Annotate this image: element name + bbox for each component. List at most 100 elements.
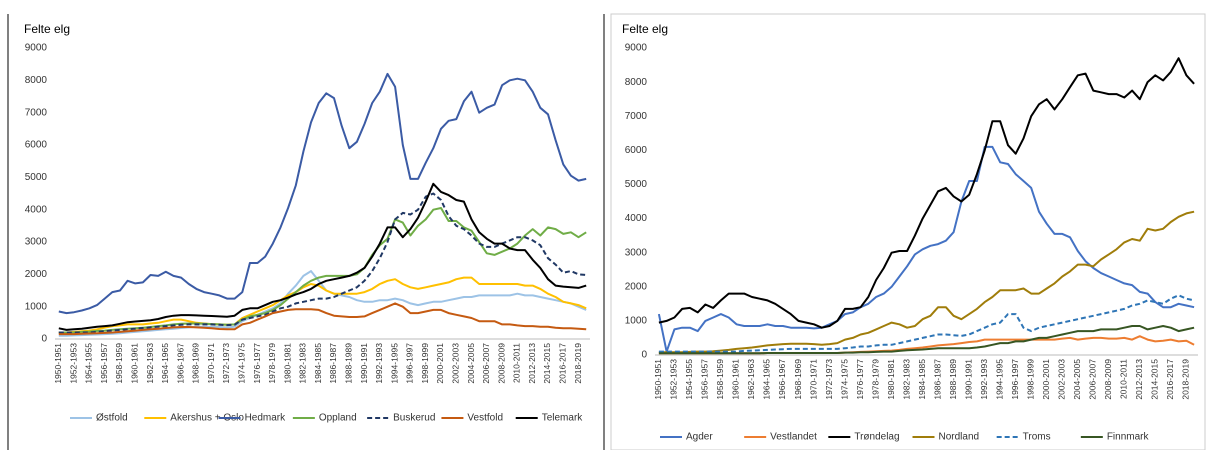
chart-title: Felte elg: [24, 22, 70, 36]
x-tick-label: 1974-1975: [237, 343, 247, 384]
series-line: [58, 302, 587, 336]
x-tick-label: 2000-2001: [435, 343, 445, 384]
y-tick-label: 7000: [25, 107, 48, 118]
x-tick-label: 1974-1975: [839, 359, 849, 400]
x-tick-label: 2012-2013: [1134, 359, 1144, 400]
x-tick-label: 2008-2009: [1103, 359, 1113, 400]
x-tick-label: 1958-1959: [114, 343, 124, 384]
series-line: [58, 192, 587, 334]
x-tick-label: 2014-2015: [542, 343, 552, 384]
x-tick-label: 2010-2011: [1119, 359, 1129, 399]
x-tick-label: 1988-1989: [344, 343, 354, 384]
series-line: [58, 276, 587, 334]
legend-label: Vestlandet: [770, 432, 817, 443]
y-tick-label: 2000: [25, 269, 48, 280]
series-line: [657, 145, 1195, 353]
x-tick-label: 1958-1959: [715, 359, 725, 400]
x-tick-label: 1998-1999: [420, 343, 430, 384]
y-tick-label: 0: [641, 350, 647, 361]
x-tick-label: 1994-1995: [389, 343, 399, 384]
x-tick-label: 1956-1957: [99, 343, 109, 384]
x-tick-label: 2018-2019: [1181, 359, 1191, 400]
y-tick-label: 3000: [625, 247, 648, 258]
legend-label: Buskerud: [393, 413, 435, 424]
x-tick-label: 1970-1971: [206, 343, 216, 384]
x-tick-label: 1992-1993: [979, 359, 989, 400]
series-line: [58, 182, 587, 331]
y-tick-label: 6000: [25, 140, 48, 151]
series-line: [58, 72, 587, 315]
x-tick-label: 1952-1953: [68, 343, 78, 384]
legend-label: Trøndelag: [854, 432, 899, 443]
x-tick-label: 1990-1991: [963, 359, 973, 400]
legend-label: Agder: [686, 432, 713, 443]
legend-label: Troms: [1023, 432, 1051, 443]
x-tick-label: 2016-2017: [558, 343, 568, 384]
x-tick-label: 1986-1987: [932, 359, 942, 400]
x-tick-label: 1968-1969: [793, 359, 803, 400]
x-tick-label: 1982-1983: [298, 343, 308, 384]
x-tick-label: 2008-2009: [496, 343, 506, 384]
x-tick-label: 1976-1977: [855, 359, 865, 400]
y-tick-label: 1000: [25, 301, 48, 312]
x-tick-label: 2004-2005: [1072, 359, 1082, 400]
x-tick-label: 2000-2001: [1041, 359, 1051, 400]
x-tick-label: 1954-1955: [684, 359, 694, 400]
x-tick-label: 1982-1983: [901, 359, 911, 400]
x-tick-label: 2014-2015: [1150, 359, 1160, 400]
series-line: [658, 210, 1195, 354]
x-tick-label: 2012-2013: [527, 343, 537, 384]
legend-label: Nordland: [939, 432, 980, 443]
legend-label: Østfold: [96, 413, 128, 424]
x-tick-label: 1962-1963: [746, 359, 756, 400]
x-tick-label: 1956-1957: [700, 359, 710, 400]
y-tick-label: 8000: [625, 77, 648, 88]
x-tick-label: 2016-2017: [1165, 359, 1175, 400]
x-tick-label: 2006-2007: [481, 343, 491, 384]
x-tick-label: 1994-1995: [994, 359, 1004, 400]
x-tick-label: 1964-1965: [160, 343, 170, 384]
y-tick-label: 0: [41, 334, 47, 345]
x-tick-label: 1998-1999: [1025, 359, 1035, 400]
x-tick-label: 1980-1981: [886, 359, 896, 400]
legend-label: Finnmark: [1107, 432, 1150, 443]
x-tick-label: 2018-2019: [573, 343, 583, 384]
x-tick-label: 1992-1993: [374, 343, 384, 384]
x-tick-label: 1972-1973: [221, 343, 231, 384]
legend-label: Vestfold: [467, 413, 503, 424]
x-tick-label: 1952-1953: [669, 359, 679, 400]
x-tick-label: 1960-1961: [731, 359, 741, 400]
chart-title: Felte elg: [622, 22, 668, 36]
x-tick-label: 1950-1951: [53, 343, 63, 384]
x-tick-label: 1964-1965: [762, 359, 772, 400]
x-tick-label: 1978-1979: [267, 343, 277, 384]
y-tick-label: 6000: [625, 145, 648, 156]
y-tick-label: 9000: [25, 43, 48, 54]
x-tick-label: 1996-1997: [405, 343, 415, 384]
y-tick-label: 1000: [625, 316, 648, 327]
y-tick-label: 5000: [625, 179, 648, 190]
x-tick-label: 1988-1989: [948, 359, 958, 400]
y-tick-label: 8000: [25, 75, 48, 86]
panel-border: [610, 13, 1206, 450]
legend-label: Telemark: [542, 413, 584, 424]
y-tick-label: 5000: [25, 172, 48, 183]
x-tick-label: 1970-1971: [808, 359, 818, 400]
x-tick-label: 1976-1977: [252, 343, 262, 384]
series-line: [658, 294, 1195, 353]
x-tick-label: 2004-2005: [466, 343, 476, 384]
x-tick-label: 1954-1955: [84, 343, 94, 384]
y-tick-label: 9000: [625, 43, 648, 54]
legend-label: Oppland: [319, 413, 357, 424]
x-tick-label: 1978-1979: [870, 359, 880, 400]
x-tick-label: 1972-1973: [824, 359, 834, 400]
series-line: [58, 270, 587, 337]
y-tick-label: 7000: [625, 111, 648, 122]
x-tick-label: 1996-1997: [1010, 359, 1020, 400]
series-line: [658, 57, 1195, 329]
x-tick-label: 2002-2003: [1057, 359, 1067, 400]
x-tick-label: 1968-1969: [191, 343, 201, 384]
y-tick-label: 4000: [625, 213, 648, 224]
